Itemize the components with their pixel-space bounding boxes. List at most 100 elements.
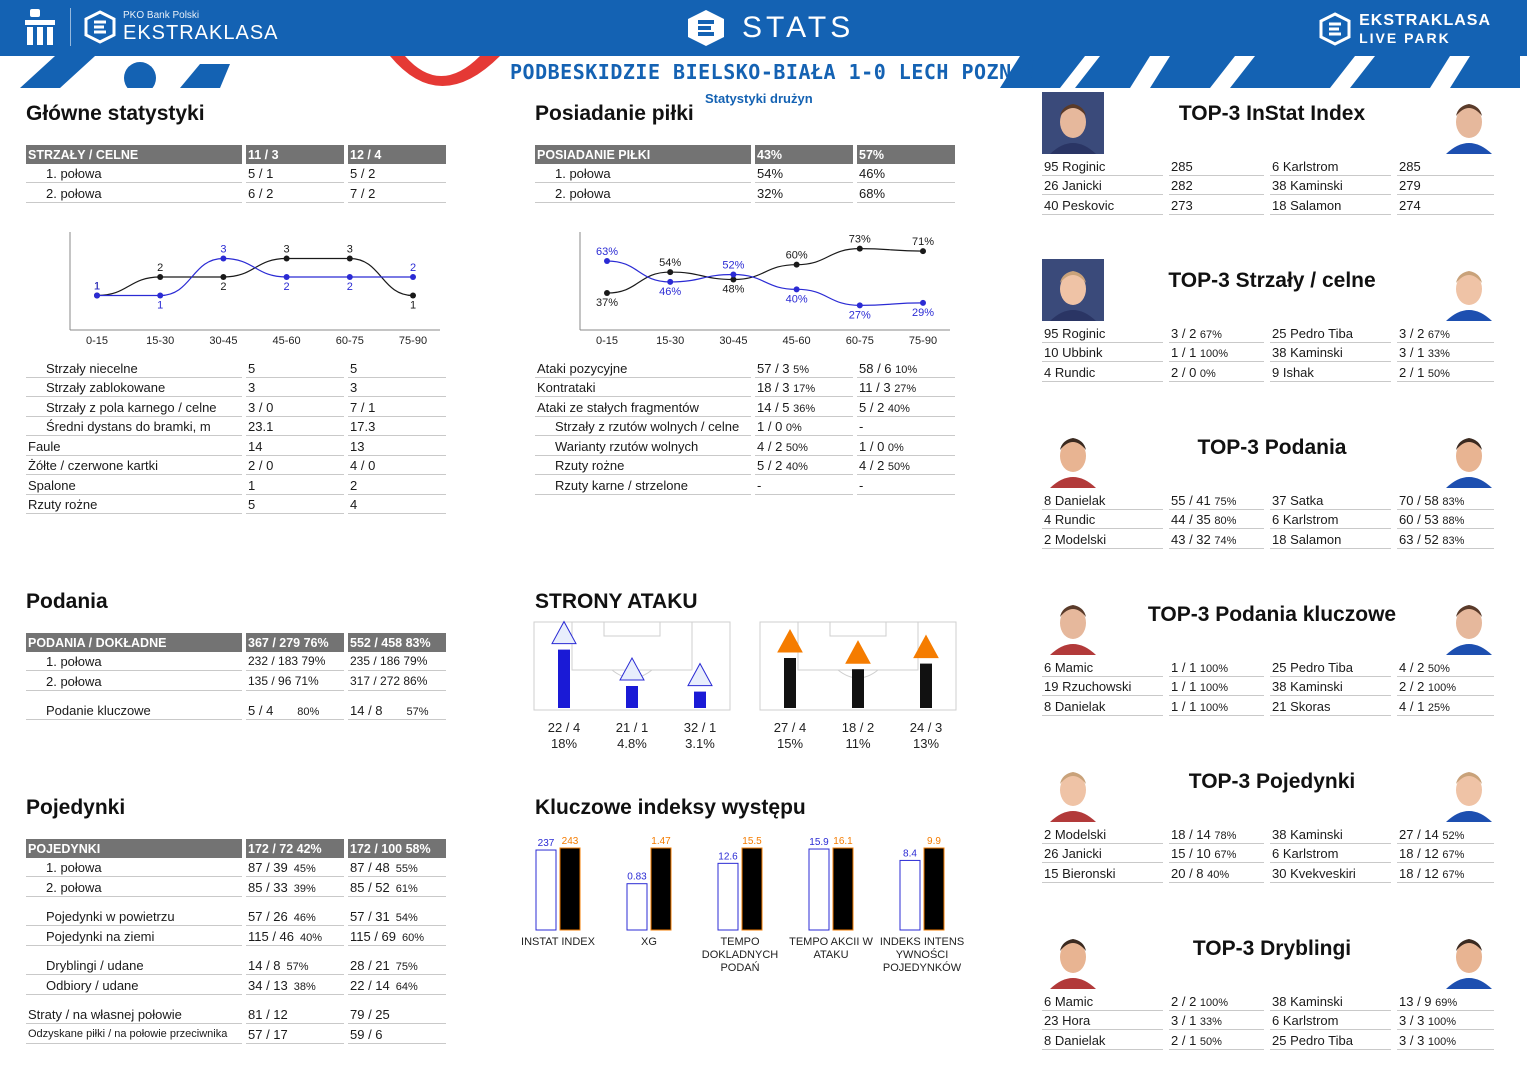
- row-home-pct: 45%: [293, 863, 316, 875]
- home-player-value: 2 / 0 0%: [1169, 364, 1264, 382]
- live-park-brand[interactable]: EKSTRAKLASA LIVE PARK: [1319, 12, 1491, 46]
- brand-big-text: EKSTRAKLASA: [123, 22, 279, 44]
- x-tick-label: 60-75: [336, 335, 364, 347]
- row-away: 85 / 52 61%: [348, 879, 446, 897]
- row-label: 2. połowa: [26, 185, 242, 203]
- away-pct: 52%: [1442, 829, 1465, 842]
- table-header-row: PODANIA / DOKŁADNE 367 / 279 76% 552 / 4…: [26, 632, 450, 652]
- away-player-name: 38 Kaminski: [1270, 344, 1391, 362]
- data-label: 1: [410, 300, 416, 312]
- away-pct: 67%: [1442, 868, 1465, 881]
- top3-row: 8 Danielak 1 / 1 100% 21 Skoras 4 / 1 25%: [1042, 696, 1500, 716]
- data-point: [793, 261, 800, 268]
- home-value: 1 / 1: [1171, 345, 1197, 360]
- attack-value: 27 / 4: [774, 720, 807, 735]
- x-tick-label: 45-60: [273, 335, 301, 347]
- row-away-pct: 55%: [395, 863, 418, 875]
- row-home-value: 4 / 2: [757, 438, 783, 454]
- goal-box: [829, 621, 887, 637]
- home-value: 273: [1171, 197, 1193, 213]
- home-player-name: 26 Janicki: [1042, 845, 1163, 863]
- row-away: -: [857, 418, 955, 436]
- away-index-bar: [832, 847, 854, 931]
- table-row: 2. połowa 135 / 96 71% 317 / 272 86%: [26, 671, 450, 691]
- table-row: Średni dystans do bramki, m 23.1 17.3: [26, 417, 450, 436]
- away-pct: 83%: [1442, 495, 1465, 508]
- attack-arrow-icon: [845, 640, 871, 664]
- league-brand[interactable]: PKO Bank Polski EKSTRAKLASA: [22, 6, 279, 48]
- home-player-photo: [1042, 927, 1104, 989]
- index-category-label: TEMPO: [720, 936, 760, 948]
- away-pct: 67%: [1442, 849, 1465, 861]
- table-row: Ataki pozycyjne 57 / 3 5% 58 / 6 10%: [535, 358, 959, 378]
- index-category-label: DOKLADNYCH: [702, 949, 778, 961]
- row-home-value: 18 / 3: [757, 380, 790, 395]
- x-tick-label: 75-90: [399, 335, 427, 347]
- home-player-name: 95 Roginic: [1042, 158, 1163, 176]
- row-away-value: 11 / 3: [859, 380, 891, 395]
- x-tick-label: 75-90: [909, 335, 937, 347]
- home-player-value: 55 / 41 75%: [1169, 492, 1264, 510]
- row-home: 1: [246, 477, 344, 495]
- possession-by-period-chart: 0-15 15-30 30-45 45-60 60-75 75-90 37% 54% 48% 60…: [579, 232, 950, 347]
- row-label: Żółte / czerwone kartki: [26, 457, 242, 475]
- home-index-label: 12.6: [718, 851, 738, 862]
- row-away-value: 115 / 69: [350, 928, 397, 944]
- row-away-value: -: [859, 419, 864, 434]
- attack-arrow-icon: [619, 656, 645, 681]
- home-player-value: 43 / 32 74%: [1169, 531, 1264, 549]
- stats-logo-icon: [688, 10, 724, 46]
- home-pct: 100%: [1199, 662, 1229, 675]
- top3-row: 26 Janicki 15 / 10 67% 6 Karlstrom 18 / 12 …: [1042, 844, 1500, 863]
- table-header-row: STRZAŁY / CELNE 11 / 3 12 / 4: [26, 144, 450, 164]
- away-player-name: 38 Kaminski: [1270, 993, 1391, 1011]
- home-value: 43 / 32: [1171, 531, 1211, 547]
- home-player-value: 18 / 14 78%: [1169, 826, 1264, 844]
- data-label: 1: [94, 281, 100, 293]
- data-point: [856, 302, 863, 309]
- row-away: 68%: [857, 185, 955, 203]
- away-value: 279: [1399, 178, 1421, 193]
- home-player-value: 285: [1169, 158, 1264, 176]
- home-player-value: 2 / 1 50%: [1169, 1032, 1264, 1050]
- row-home: 5 / 2 40%: [755, 457, 853, 475]
- attack-away-pitch: 27 / 415% 18 / 211% 24 / 313%: [759, 621, 957, 751]
- away-value: 13 / 9: [1399, 993, 1432, 1009]
- attack-sides-pitch: 22 / 418% 21 / 14.8% 32 / 13.1% 27 / 415% 18…: [533, 620, 957, 751]
- home-player-name: 6 Mamic: [1042, 993, 1163, 1011]
- data-point: [283, 255, 290, 262]
- row-label: Dryblingi / udane: [26, 957, 242, 975]
- row-home-value: 5 / 2: [757, 458, 783, 473]
- table-row: Straty / na własnej połowie 81 / 12 79 / 2…: [26, 1005, 450, 1024]
- row-away-pct: 50%: [887, 461, 910, 473]
- series-line: [97, 257, 413, 297]
- away-value: 18 / 12: [1399, 865, 1439, 881]
- passes-title: Podania: [26, 590, 108, 613]
- row-label: Rzuty rożne: [535, 457, 751, 475]
- row-home-value: 57 / 17: [248, 1026, 288, 1042]
- data-label: 1: [94, 281, 100, 293]
- top3-title: TOP-3 Podania kluczowe: [1147, 603, 1397, 626]
- away-pct: 50%: [1427, 662, 1450, 675]
- row-home: 85 / 33 39%: [246, 879, 344, 897]
- top3-row: 2 Modelski 43 / 32 74% 18 Salamon 63 / 52 8…: [1042, 529, 1500, 549]
- away-pct: 33%: [1427, 348, 1450, 360]
- away-player-photo: [1438, 259, 1500, 321]
- row-home-value: 34 / 13: [248, 977, 288, 993]
- data-point: [604, 257, 610, 264]
- row-away: 3: [348, 379, 446, 397]
- row-label: Pojedynki na ziemi: [26, 928, 242, 946]
- data-label: 29%: [912, 307, 934, 319]
- key-indexes-title: Kluczowe indeksy występu: [535, 796, 806, 819]
- data-label: 54%: [659, 257, 681, 269]
- brand-small-text: PKO Bank Polski: [123, 10, 200, 21]
- row-label: Strzały niecelne: [26, 360, 242, 378]
- row-home-pct: 38%: [293, 980, 316, 993]
- data-point: [346, 255, 353, 262]
- home-player-photo: [1042, 92, 1104, 154]
- home-player-value: 273: [1169, 197, 1264, 215]
- home-pct: 75%: [1214, 495, 1237, 508]
- home-player-name: 8 Danielak: [1042, 1032, 1163, 1050]
- index-category-label: TEMPO AKCII W: [789, 936, 873, 948]
- away-value: 3 / 2: [1399, 325, 1425, 341]
